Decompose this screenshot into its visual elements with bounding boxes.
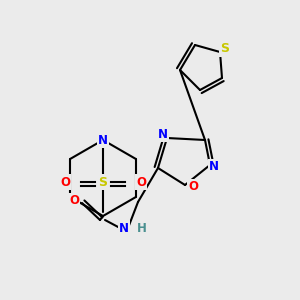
Text: S: S bbox=[98, 176, 107, 188]
Text: N: N bbox=[119, 221, 129, 235]
Text: O: O bbox=[136, 176, 146, 188]
Text: N: N bbox=[98, 134, 108, 146]
Text: N: N bbox=[209, 160, 219, 173]
Text: O: O bbox=[60, 176, 70, 188]
Text: S: S bbox=[220, 43, 230, 56]
Text: O: O bbox=[69, 194, 79, 208]
Text: N: N bbox=[158, 128, 168, 140]
Text: O: O bbox=[188, 181, 198, 194]
Text: H: H bbox=[137, 223, 147, 236]
